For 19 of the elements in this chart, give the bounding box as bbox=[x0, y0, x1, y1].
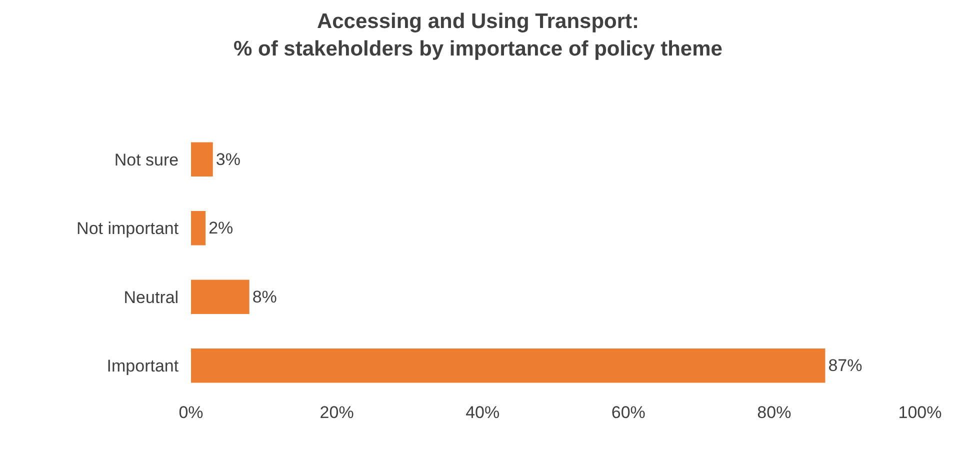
chart-title: Accessing and Using Transport: % of stakeholders by importance of policy theme bbox=[234, 10, 722, 60]
data-label: 8% bbox=[252, 287, 277, 306]
x-tick-label: 0% bbox=[178, 403, 204, 422]
x-tick-label: 100% bbox=[898, 403, 942, 422]
y-tick-label: Neutral bbox=[124, 288, 179, 307]
data-label: 87% bbox=[828, 356, 862, 376]
data-label: 3% bbox=[216, 150, 240, 169]
data-label: 2% bbox=[208, 218, 234, 238]
y-tick-label: Important bbox=[106, 356, 179, 376]
y-tick-label: Not important bbox=[76, 219, 179, 238]
x-tick-label: 20% bbox=[320, 403, 354, 422]
bar bbox=[191, 280, 250, 314]
x-tick-label: 40% bbox=[466, 403, 500, 422]
x-tick-label: 60% bbox=[611, 403, 646, 422]
bar bbox=[191, 142, 213, 177]
bar bbox=[191, 348, 826, 383]
x-tick-label: 80% bbox=[757, 403, 792, 422]
y-tick-label: Not sure bbox=[114, 150, 179, 170]
bar bbox=[191, 210, 206, 246]
